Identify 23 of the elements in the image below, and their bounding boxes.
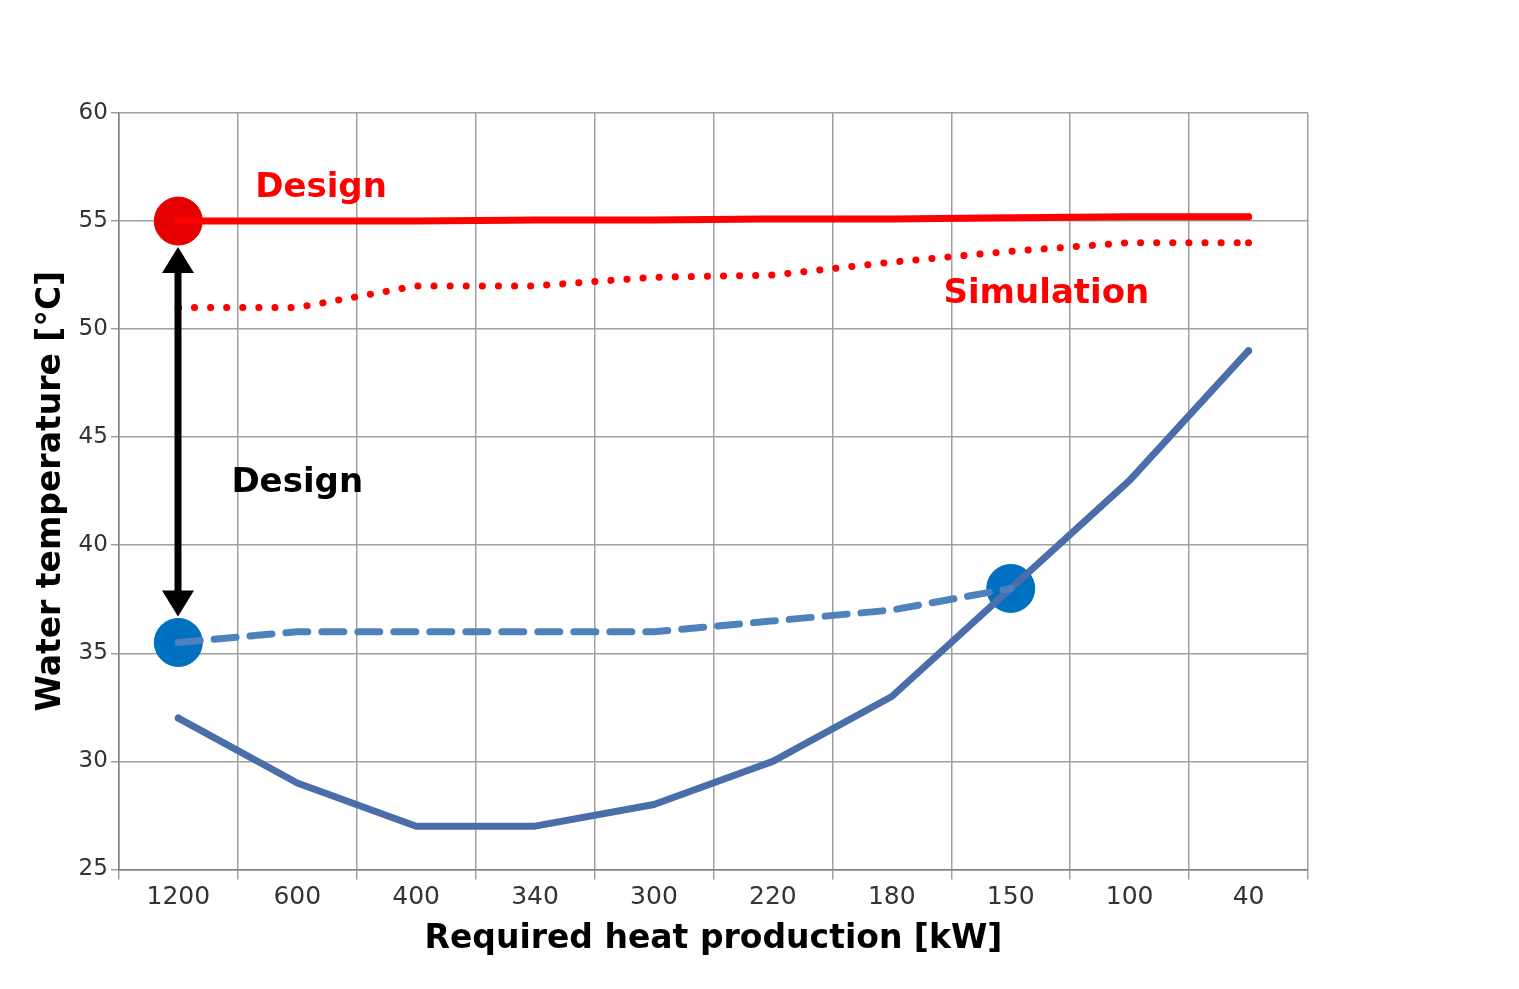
y-tick-label: 50 [78,314,108,341]
annotation: Design [255,165,387,206]
x-tick-label: 180 [867,880,916,910]
y-tick-label: 35 [78,638,108,665]
x-tick-label: 600 [273,880,322,910]
y-tick-label: 25 [78,854,108,881]
y-tick-label: 45 [78,422,108,449]
y-tick-label: 40 [78,530,108,557]
x-axis-title: Required heat production [kW] [424,916,1003,956]
annotation: Simulation [943,271,1150,312]
annotation: Design [231,460,364,501]
x-tick-label: 340 [511,880,559,910]
x-tick-label: 150 [986,880,1035,910]
x-tick-label: 100 [1105,880,1154,910]
y-tick-label: 30 [78,746,108,773]
y-axis-title: Water temperature [°C] [29,270,69,712]
x-tick-label: 1200 [146,880,211,910]
y-tick-label: 55 [78,206,108,233]
x-tick-label: 220 [749,880,797,910]
x-tick-label: 400 [392,880,441,910]
x-tick-label: 300 [630,880,678,910]
x-tick-label: 40 [1232,880,1265,910]
y-tick-label: 60 [78,97,108,124]
